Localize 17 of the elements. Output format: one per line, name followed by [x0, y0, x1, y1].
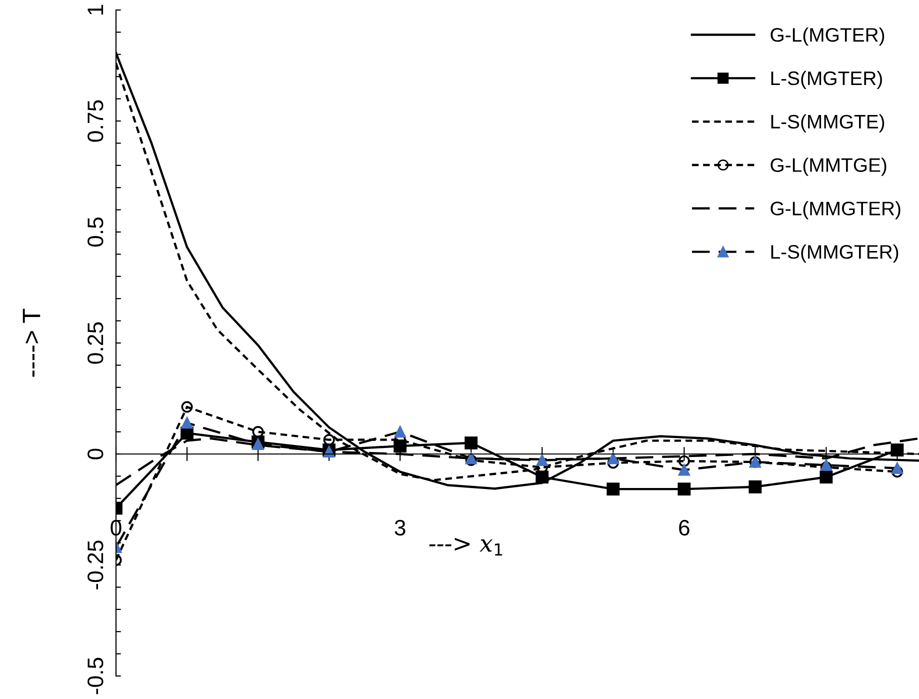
x-tick-label: 6: [679, 520, 690, 536]
y-tick-label: -0.25: [88, 540, 104, 590]
y-tick-label: 0.5: [88, 217, 104, 247]
y-tick-label: 0.25: [88, 322, 104, 364]
y-tick-label: 0.75: [88, 100, 104, 142]
y-tick-label: 0: [88, 448, 104, 460]
legend-label: G-L(MMTGE): [770, 158, 886, 176]
x-axis-title: ---> x$_{1}$: [429, 538, 502, 556]
x-tick-label: 3: [394, 520, 406, 536]
y-tick-label: -0.5: [88, 658, 104, 694]
legend-label: L-S(MGTER): [771, 70, 882, 90]
legend-label: L-S(MMGTER): [771, 244, 898, 263]
legend-label: G-L(MGTER): [770, 28, 884, 46]
y-axis-title: ----> T: [22, 308, 40, 377]
y-tick-label: 1: [88, 4, 104, 14]
legend-label: L-S(MMGTE): [771, 114, 884, 132]
legend-label: G-L(MMGTER): [770, 201, 900, 220]
